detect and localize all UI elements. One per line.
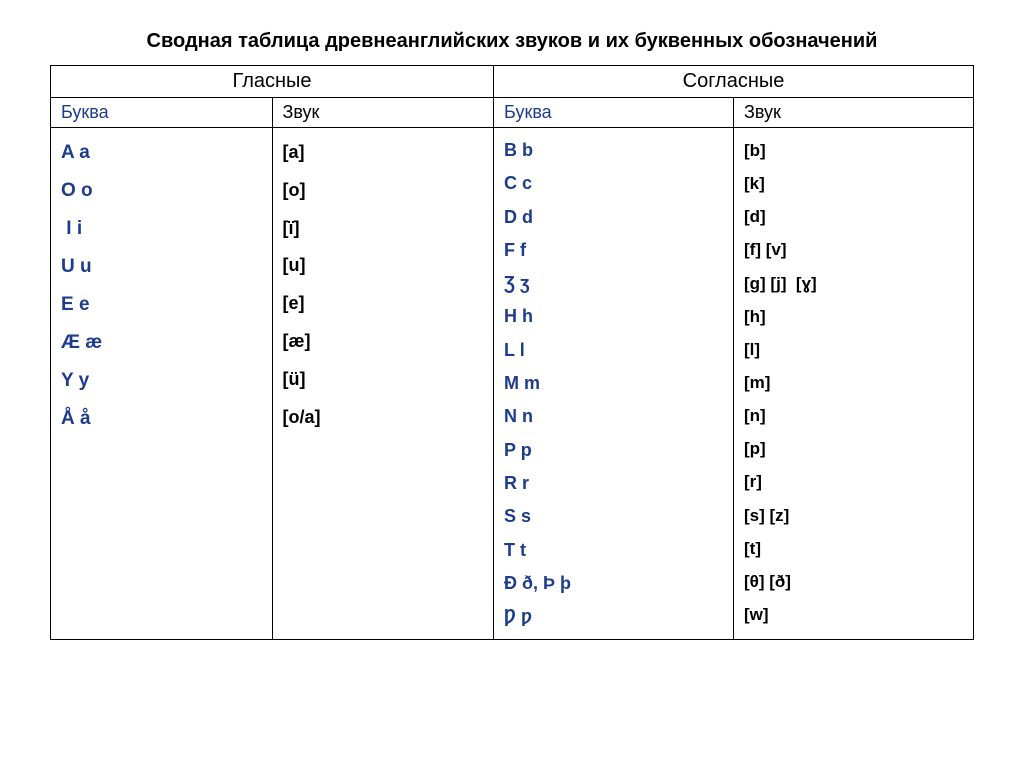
list-item: [p] — [744, 432, 963, 465]
subheader-row: Буква Звук Буква Звук — [51, 98, 974, 128]
vowel-sound-header: Звук — [272, 98, 494, 128]
consonant-letter-header: Буква — [494, 98, 734, 128]
list-item: [d] — [744, 200, 963, 233]
list-item: T t — [504, 534, 723, 567]
list-item: [n] — [744, 399, 963, 432]
page-title: Сводная таблица древнеанглийских звуков … — [50, 30, 974, 53]
list-item: [m] — [744, 366, 963, 399]
list-item: [w] — [744, 598, 963, 631]
list-item: N n — [504, 400, 723, 433]
data-row: A aO o I iU uE eÆ æY yÅ å [a][o][ï][u][e… — [51, 128, 974, 640]
list-item: Æ æ — [61, 324, 262, 362]
consonant-sound-header: Звук — [734, 98, 974, 128]
list-item: H h — [504, 300, 723, 333]
list-item: A a — [61, 134, 262, 172]
list-item: [e] — [283, 285, 484, 323]
list-item: U u — [61, 248, 262, 286]
list-item: Ƿ ƿ — [504, 600, 723, 633]
list-item: [l] — [744, 333, 963, 366]
list-item: [o/a] — [283, 399, 484, 437]
list-item: B b — [504, 134, 723, 167]
sounds-table: Гласные Согласные Буква Звук Буква Звук … — [50, 65, 974, 640]
group-header-row: Гласные Согласные — [51, 66, 974, 98]
list-item: P p — [504, 434, 723, 467]
list-item: M m — [504, 367, 723, 400]
list-item: O o — [61, 172, 262, 210]
consonant-letters-cell: B bC cD dF fƷ ʒH hL lM mN nP pR rS sT tÐ… — [494, 128, 734, 640]
list-item: [a] — [283, 134, 484, 172]
list-item: [o] — [283, 172, 484, 210]
list-item: F f — [504, 234, 723, 267]
list-item: [h] — [744, 300, 963, 333]
list-item: [ï] — [283, 210, 484, 248]
list-item: [t] — [744, 532, 963, 565]
list-item: C c — [504, 167, 723, 200]
list-item: [g] [j] [ɣ] — [744, 267, 963, 300]
vowel-letter-header: Буква — [51, 98, 273, 128]
list-item: [u] — [283, 247, 484, 285]
vowels-header: Гласные — [51, 66, 494, 98]
vowel-letters-cell: A aO o I iU uE eÆ æY yÅ å — [51, 128, 273, 640]
list-item: [s] [z] — [744, 499, 963, 532]
list-item: Y y — [61, 362, 262, 400]
list-item: [b] — [744, 134, 963, 167]
consonant-sounds-cell: [b][k][d][f] [v][g] [j] [ɣ][h][l][m][n][… — [734, 128, 974, 640]
list-item: [ü] — [283, 361, 484, 399]
list-item: D d — [504, 201, 723, 234]
vowel-sounds-cell: [a][o][ï][u][e][æ][ü][o/a] — [272, 128, 494, 640]
list-item: L l — [504, 334, 723, 367]
list-item: Ð ð, Þ þ — [504, 567, 723, 600]
list-item: [θ] [ð] — [744, 565, 963, 598]
list-item: [æ] — [283, 323, 484, 361]
list-item: [f] [v] — [744, 233, 963, 266]
list-item: E e — [61, 286, 262, 324]
list-item: R r — [504, 467, 723, 500]
list-item: [k] — [744, 167, 963, 200]
list-item: Ʒ ʒ — [504, 267, 723, 300]
list-item: Å å — [61, 400, 262, 438]
list-item: S s — [504, 500, 723, 533]
list-item: [r] — [744, 465, 963, 498]
list-item: I i — [61, 210, 262, 248]
consonants-header: Согласные — [494, 66, 974, 98]
